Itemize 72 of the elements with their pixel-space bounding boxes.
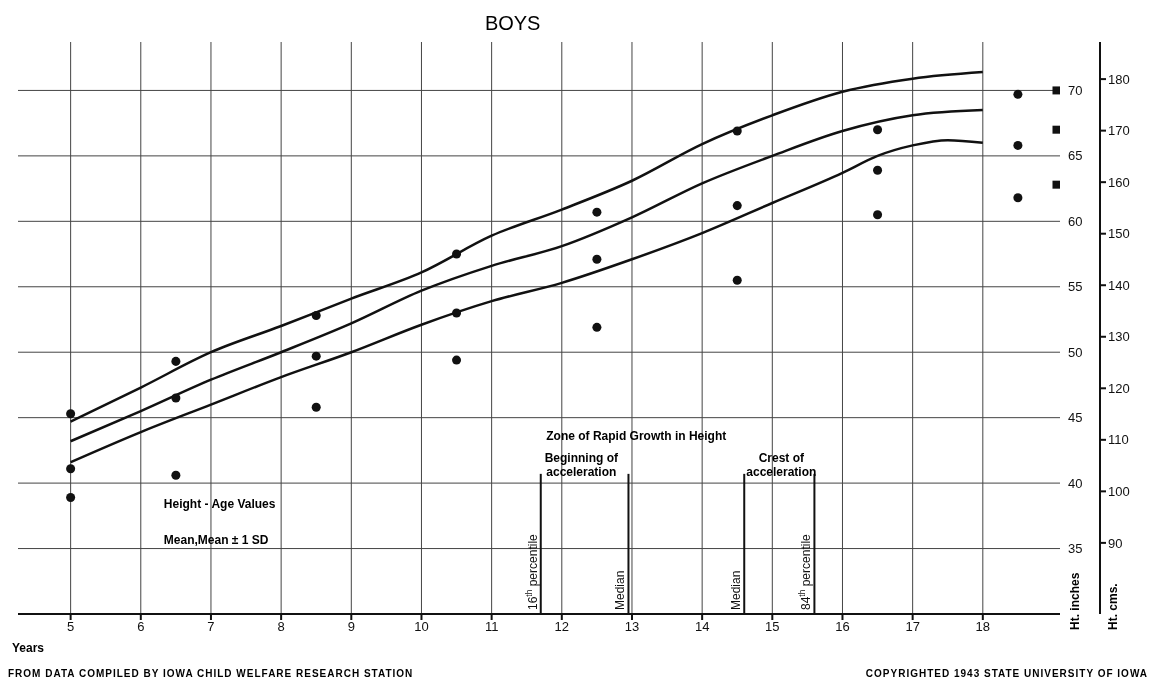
y-tick-label: 40	[1068, 475, 1083, 491]
point	[873, 165, 883, 175]
annotation: Mean,Mean ± 1 SD	[162, 532, 270, 547]
point	[171, 356, 181, 366]
x-tick-label: 16	[835, 619, 850, 635]
y-tick-label: 65	[1068, 148, 1083, 164]
point	[311, 311, 321, 321]
point	[732, 126, 742, 136]
point	[66, 464, 76, 474]
x-tick-label: 5	[67, 619, 75, 635]
y-tick-label: 60	[1068, 213, 1083, 229]
line-series	[69, 70, 985, 423]
point	[592, 207, 602, 217]
x-tick-label: 14	[694, 619, 710, 635]
ref-line-label: Median	[729, 570, 744, 610]
y2-tick-label: 170	[1108, 123, 1130, 139]
point	[732, 201, 742, 211]
y-tick-label: 50	[1068, 344, 1083, 360]
point	[592, 254, 602, 264]
point	[1052, 86, 1060, 95]
point	[732, 275, 742, 285]
x-tick-label: 17	[905, 619, 920, 635]
y2-tick-label: 130	[1108, 329, 1130, 345]
point	[66, 409, 76, 419]
y-tick-label: 35	[1068, 541, 1083, 557]
y2-tick-label: 180	[1108, 71, 1130, 87]
annotation: Height - Age Values	[162, 497, 277, 512]
y2-tick-label: 150	[1108, 226, 1130, 242]
point	[1052, 125, 1060, 134]
x-tick-label: 8	[277, 619, 285, 635]
point	[1013, 193, 1023, 203]
point	[171, 470, 181, 480]
y2-tick-label: 110	[1108, 432, 1129, 448]
text: COPYRIGHTED 1943 STATE UNIVERSITY OF IOWA	[865, 668, 1148, 679]
annotation: Zone of Rapid Growth in Height	[545, 429, 728, 444]
x-tick-label: 12	[554, 619, 570, 635]
y2-tick-label: 90	[1108, 535, 1123, 551]
x-tick-label: 11	[484, 619, 499, 635]
point	[452, 249, 462, 259]
point	[1013, 140, 1023, 150]
y2-tick-label: 120	[1108, 380, 1130, 396]
point	[311, 402, 321, 412]
point	[311, 351, 321, 361]
point	[66, 493, 76, 503]
text: FROM DATA COMPILED BY IOWA CHILD WELFARE RESEARCH STATION	[8, 668, 414, 679]
y2-axis-title: Ht. cms.	[1106, 583, 1120, 630]
y2-tick-label: 140	[1108, 277, 1130, 293]
point	[452, 308, 462, 318]
chart-title: BOYS	[483, 12, 542, 35]
x-tick-label: 10	[414, 619, 429, 635]
point	[171, 393, 181, 403]
point	[1052, 180, 1060, 189]
point	[873, 125, 883, 135]
y-tick-label: 70	[1068, 83, 1083, 99]
x-tick-label: 18	[975, 619, 991, 635]
point	[873, 210, 883, 220]
x-axis-title: Years	[12, 641, 45, 655]
ref-line-label: Median	[613, 570, 628, 610]
x-tick-label: 7	[207, 619, 215, 635]
y2-tick-label: 100	[1108, 483, 1130, 499]
x-tick-label: 15	[765, 619, 780, 635]
x-tick-label: 6	[137, 619, 145, 635]
y-axis-title: Ht. inches	[1068, 572, 1082, 630]
point	[452, 355, 462, 365]
x-tick-label: 13	[624, 619, 640, 635]
y-tick-label: 55	[1068, 279, 1083, 295]
x-tick-label: 9	[347, 619, 355, 635]
point	[1013, 89, 1023, 99]
annotation: Beginning of acceleration	[543, 451, 619, 480]
point	[592, 322, 602, 332]
y2-tick-label: 160	[1108, 174, 1130, 190]
y-tick-label: 45	[1068, 410, 1083, 426]
